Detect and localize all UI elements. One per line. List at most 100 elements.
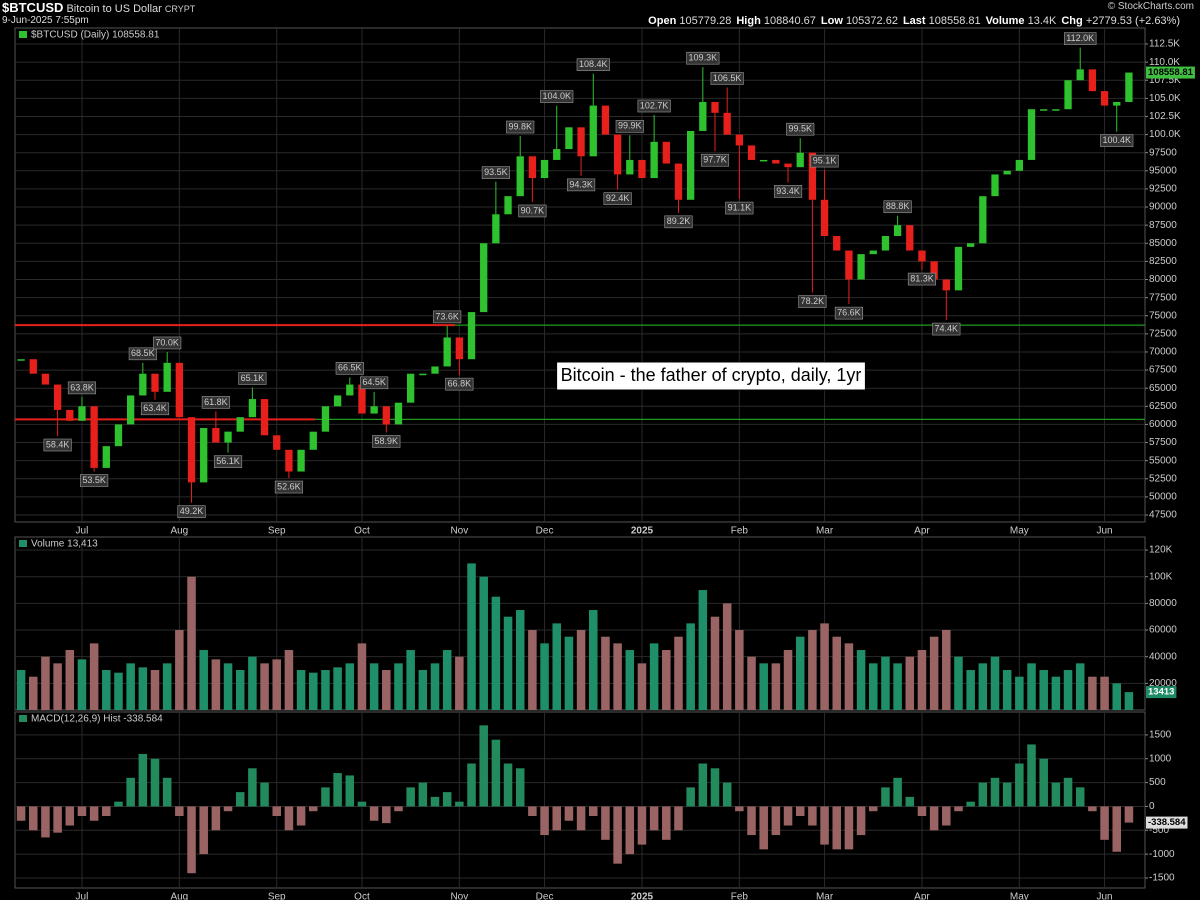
volume-bar	[211, 659, 221, 710]
candle	[699, 101, 707, 131]
volume-bar	[41, 656, 50, 710]
volume-bar	[309, 672, 318, 710]
quote-label: Low	[820, 15, 843, 27]
candle	[370, 406, 378, 414]
last-value-tag: 13413	[1146, 686, 1177, 699]
peak-label-box	[433, 310, 462, 324]
volume-bar	[905, 656, 915, 710]
candle	[942, 279, 950, 291]
volume-bar	[637, 663, 647, 710]
legend-swatch	[19, 715, 27, 722]
y-tick-label: -1000	[1149, 849, 1175, 860]
peak-label-text: 93.4K	[776, 186, 800, 196]
copyright[interactable]: © StockCharts.com	[1107, 1, 1194, 12]
volume-bar	[467, 563, 476, 710]
candle	[151, 373, 159, 392]
volume-bar	[649, 643, 659, 710]
candle	[796, 152, 804, 168]
peak-label: 76.6K	[834, 306, 863, 320]
macd-bar	[211, 806, 221, 831]
macd-bar	[771, 806, 781, 836]
candle	[419, 373, 427, 376]
volume-bar	[820, 623, 829, 710]
x-tick-label: Mar	[816, 526, 834, 537]
y-tick-label: 67500	[1149, 365, 1177, 376]
last-value-tag: 108558.81	[1146, 66, 1195, 79]
peak-label-text: 99.5K	[788, 124, 812, 134]
x-tick-label: Jun	[1097, 892, 1113, 900]
macd-bar	[735, 806, 744, 812]
volume-bar	[29, 676, 38, 710]
peak-label: 99.9K	[615, 120, 644, 133]
candle	[1076, 69, 1084, 81]
candle	[1015, 159, 1023, 171]
macd-bar	[832, 806, 841, 850]
peak-label-text: 89.2K	[667, 216, 691, 226]
volume-bar	[187, 576, 196, 710]
candle	[41, 373, 50, 385]
macd-bar	[1112, 806, 1121, 852]
mark-layer	[15, 47, 1145, 874]
macd-bar	[942, 806, 951, 826]
macd-bar	[856, 806, 866, 836]
macd-bar	[869, 806, 878, 812]
volume-bar	[260, 663, 269, 710]
peak-label: 106.5K	[710, 72, 744, 85]
candle	[845, 250, 853, 280]
y-tick-label: 95000	[1149, 165, 1177, 176]
macd-bar	[382, 806, 391, 824]
peak-label-text: 99.9K	[618, 121, 642, 131]
peak-label-text: 92.4K	[606, 193, 630, 203]
peak-label-box	[274, 480, 303, 494]
volume-bar	[759, 663, 768, 710]
volume-bar	[564, 636, 574, 710]
candle	[187, 417, 196, 483]
peak-label-text: 78.2K	[801, 296, 825, 306]
peak-label: 68.5K	[128, 347, 157, 361]
peak-label-box	[786, 122, 815, 136]
volume-bar	[284, 650, 294, 710]
last-value-tag: -338.584	[1146, 816, 1188, 829]
volume-bar	[710, 616, 720, 710]
volume-bar	[917, 650, 927, 710]
volume-bar	[783, 650, 793, 710]
volume-bar	[613, 643, 622, 710]
peak-label: 94.3K	[567, 178, 596, 192]
peak-label-box	[201, 396, 230, 409]
candle	[212, 428, 220, 443]
peak-label-box	[153, 336, 182, 350]
peak-label-box	[700, 153, 730, 167]
macd-bar	[881, 787, 890, 807]
macd-bar	[333, 773, 342, 807]
y-tick-label: 72500	[1149, 328, 1177, 339]
volume-bar	[808, 630, 817, 710]
peak-label-text: 63.8K	[70, 382, 94, 392]
volume-bar	[589, 610, 598, 710]
volume-bar	[175, 630, 184, 710]
volume-bar	[1063, 670, 1073, 710]
peak-label-box	[773, 185, 803, 198]
candle	[394, 402, 403, 425]
candle	[78, 406, 86, 421]
volume-bar	[540, 643, 549, 710]
volume-bar	[503, 616, 513, 710]
macd-bar	[601, 806, 610, 840]
macd-bar	[309, 806, 318, 812]
volume-bar	[893, 663, 902, 710]
macd-bar	[345, 775, 355, 807]
last-value-text: 108558.81	[1148, 67, 1194, 78]
peak-label-box	[1100, 134, 1134, 147]
peak-label-box	[637, 99, 671, 113]
volume-bar	[942, 630, 951, 710]
candle	[650, 141, 658, 179]
peak-label-box	[238, 372, 267, 385]
candle	[906, 225, 914, 251]
peak-label-text: 53.5K	[82, 475, 106, 485]
volume-bar	[369, 663, 379, 710]
y-tick-label: 90000	[1149, 202, 1177, 213]
macd-bar	[576, 806, 586, 831]
volume-bar	[929, 636, 939, 710]
macd-bar	[990, 777, 1000, 807]
macd-bar	[199, 806, 208, 855]
